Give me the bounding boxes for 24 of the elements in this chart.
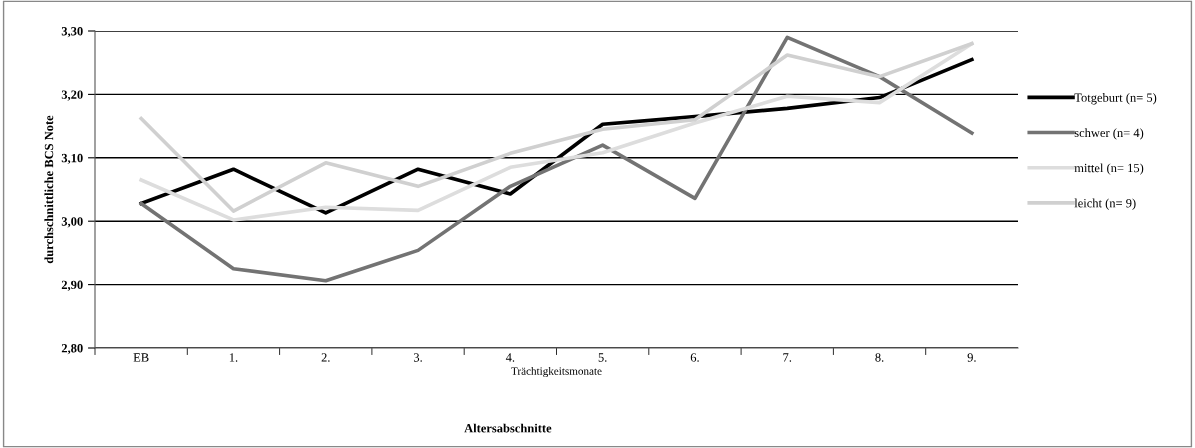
y-tick-label: 3,10 <box>61 153 83 165</box>
y-tick-label: 2,90 <box>61 280 83 291</box>
x-tick-label: 8. <box>875 353 884 362</box>
legend-label: Totgeburt (n= 5) <box>1074 93 1157 105</box>
y-tick-label: 3,30 <box>61 27 83 38</box>
y-tick-label: 2,80 <box>61 344 83 355</box>
y-tick-label: 3,00 <box>61 217 83 228</box>
legend-label: mittel (n= 15) <box>1074 163 1144 175</box>
x-tick-label: 1. <box>229 353 238 362</box>
x-tick-label: 9. <box>967 353 976 362</box>
x-tick-label: 6. <box>690 353 699 362</box>
x-tick-label: 2. <box>321 353 330 362</box>
x-tick-label: EB <box>133 353 149 362</box>
legend-label: schwer (n= 4) <box>1074 128 1144 140</box>
text: Altersabschnitte <box>464 423 552 433</box>
y-axis-title: durchschnittliche BCS Note <box>44 115 54 264</box>
x-tick-label: 4. <box>505 353 515 362</box>
line-series <box>139 35 974 283</box>
x-tick-label: 5. <box>598 353 607 362</box>
y-tick-label: 3,20 <box>61 90 83 101</box>
legend-label: leicht (n= 9) <box>1074 198 1136 210</box>
x-tick-label: 3. <box>413 353 422 362</box>
x-axis-title: Trächtigkeitsmonate <box>511 366 602 378</box>
x-tick-label: 7. <box>783 353 792 362</box>
